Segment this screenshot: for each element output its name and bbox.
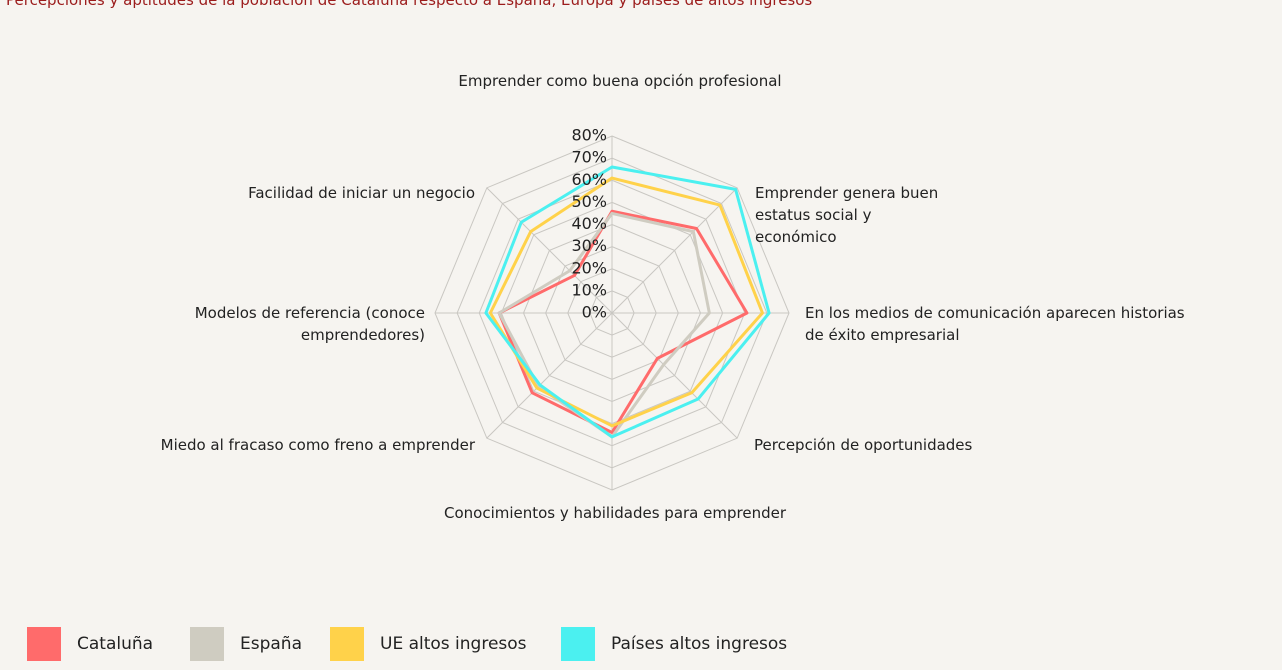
- legend-swatch: [561, 627, 595, 661]
- legend-swatch: [330, 627, 364, 661]
- legend-label: Países altos ingresos: [611, 634, 788, 654]
- r-tick-label: 80%: [571, 126, 607, 145]
- r-tick-label: 10%: [571, 280, 607, 299]
- series-line: [484, 165, 771, 439]
- axis-spoke: [611, 187, 738, 314]
- r-tick-label: 60%: [571, 170, 607, 189]
- legend-swatch: [190, 627, 224, 661]
- axis-label: Emprender como buena opción profesional: [458, 72, 782, 90]
- axis-label: Facilidad de iniciar un negocio: [248, 184, 475, 202]
- axis-spoke: [486, 187, 613, 314]
- axis-spoke: [611, 312, 738, 439]
- axis-label: Modelos de referencia (conoce emprendedo…: [194, 304, 425, 344]
- r-tick-label: 40%: [571, 214, 607, 233]
- series-line: [488, 176, 764, 428]
- axis-label: Percepción de oportunidades: [754, 436, 973, 454]
- legend-item: Países altos ingresos: [561, 627, 787, 661]
- legend-item: Cataluña: [27, 627, 153, 661]
- r-tick-label: 30%: [571, 236, 607, 255]
- axis-label: Conocimientos y habilidades para emprend…: [443, 504, 786, 522]
- chart-title: Percepciones y aptitudes de la población…: [6, 0, 813, 9]
- r-tick-label: 20%: [571, 258, 607, 277]
- axis-label: Emprender genera buen estatus social y e…: [755, 184, 939, 246]
- legend-swatch: [27, 627, 61, 661]
- r-tick-label: 50%: [571, 192, 607, 211]
- axis-label: Miedo al fracaso como freno a emprender: [160, 436, 475, 454]
- legend-label: UE altos ingresos: [380, 634, 527, 654]
- legend-label: Cataluña: [77, 634, 154, 654]
- r-tick-label: 0%: [582, 303, 607, 322]
- legend-item: España: [190, 627, 302, 661]
- axis-spoke: [486, 312, 613, 439]
- series-line: [497, 209, 749, 434]
- axis-label: En los medios de comunicación aparecen h…: [805, 304, 1185, 344]
- legend-label: España: [240, 634, 302, 654]
- r-tick-label: 70%: [571, 148, 607, 167]
- legend-item: UE altos ingresos: [330, 627, 527, 661]
